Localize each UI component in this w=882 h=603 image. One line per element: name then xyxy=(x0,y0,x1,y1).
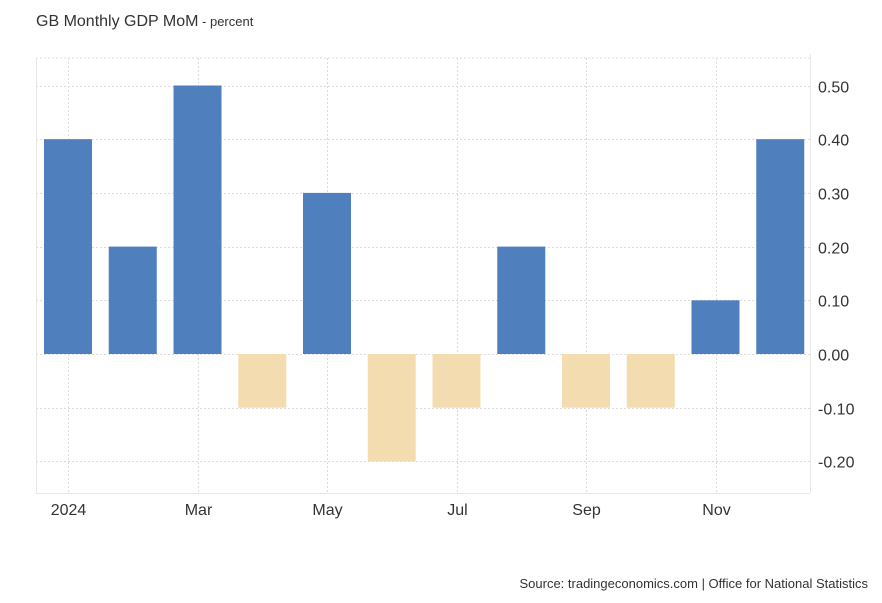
bar-jan-2024 xyxy=(44,139,92,354)
bar-aug-2024 xyxy=(497,246,546,354)
x-tick-label: May xyxy=(312,502,342,519)
bar-dec-2024 xyxy=(756,139,805,354)
x-axis-labels: 2024 Mar May Jul Sep Nov xyxy=(51,502,731,519)
bars-layer xyxy=(44,85,805,462)
x-tick-label: 2024 xyxy=(51,502,87,519)
bar-sep-2024 xyxy=(562,354,610,408)
x-tick-label: Nov xyxy=(702,502,730,519)
plot-frame xyxy=(36,54,811,494)
x-tick-label: Sep xyxy=(572,502,601,519)
y-tick-label: 0.00 xyxy=(818,348,849,365)
bar-mar-2024 xyxy=(173,85,222,354)
y-tick-label: 0.10 xyxy=(818,294,849,311)
chart-title: GB Monthly GDP MoM - percent xyxy=(36,13,253,31)
y-tick-label: 0.20 xyxy=(818,241,849,258)
y-tick-label: 0.50 xyxy=(818,80,849,97)
bar-nov-2024 xyxy=(691,300,740,354)
bar-may-2024 xyxy=(303,192,351,354)
y-tick-label: -0.10 xyxy=(818,402,855,419)
source-credit: Source: tradingeconomics.com | Office fo… xyxy=(519,576,868,591)
chart-title-main: GB Monthly GDP MoM xyxy=(36,13,199,30)
y-tick-label: -0.20 xyxy=(818,455,855,472)
bar-feb-2024 xyxy=(108,246,157,354)
y-axis-labels: 0.50 0.40 0.30 0.20 0.10 0.00 -0.10 -0.20 xyxy=(818,80,855,472)
x-tick-label: Jul xyxy=(447,502,467,519)
y-tick-label: 0.30 xyxy=(818,187,849,204)
bar-oct-2024 xyxy=(626,354,675,408)
y-tick-label: 0.40 xyxy=(818,133,849,150)
x-tick-label: Mar xyxy=(185,502,213,519)
chart-title-unit: - percent xyxy=(198,14,254,29)
bar-jun-2024 xyxy=(367,354,416,462)
bar-apr-2024 xyxy=(238,354,287,408)
bar-jul-2024 xyxy=(432,354,481,408)
